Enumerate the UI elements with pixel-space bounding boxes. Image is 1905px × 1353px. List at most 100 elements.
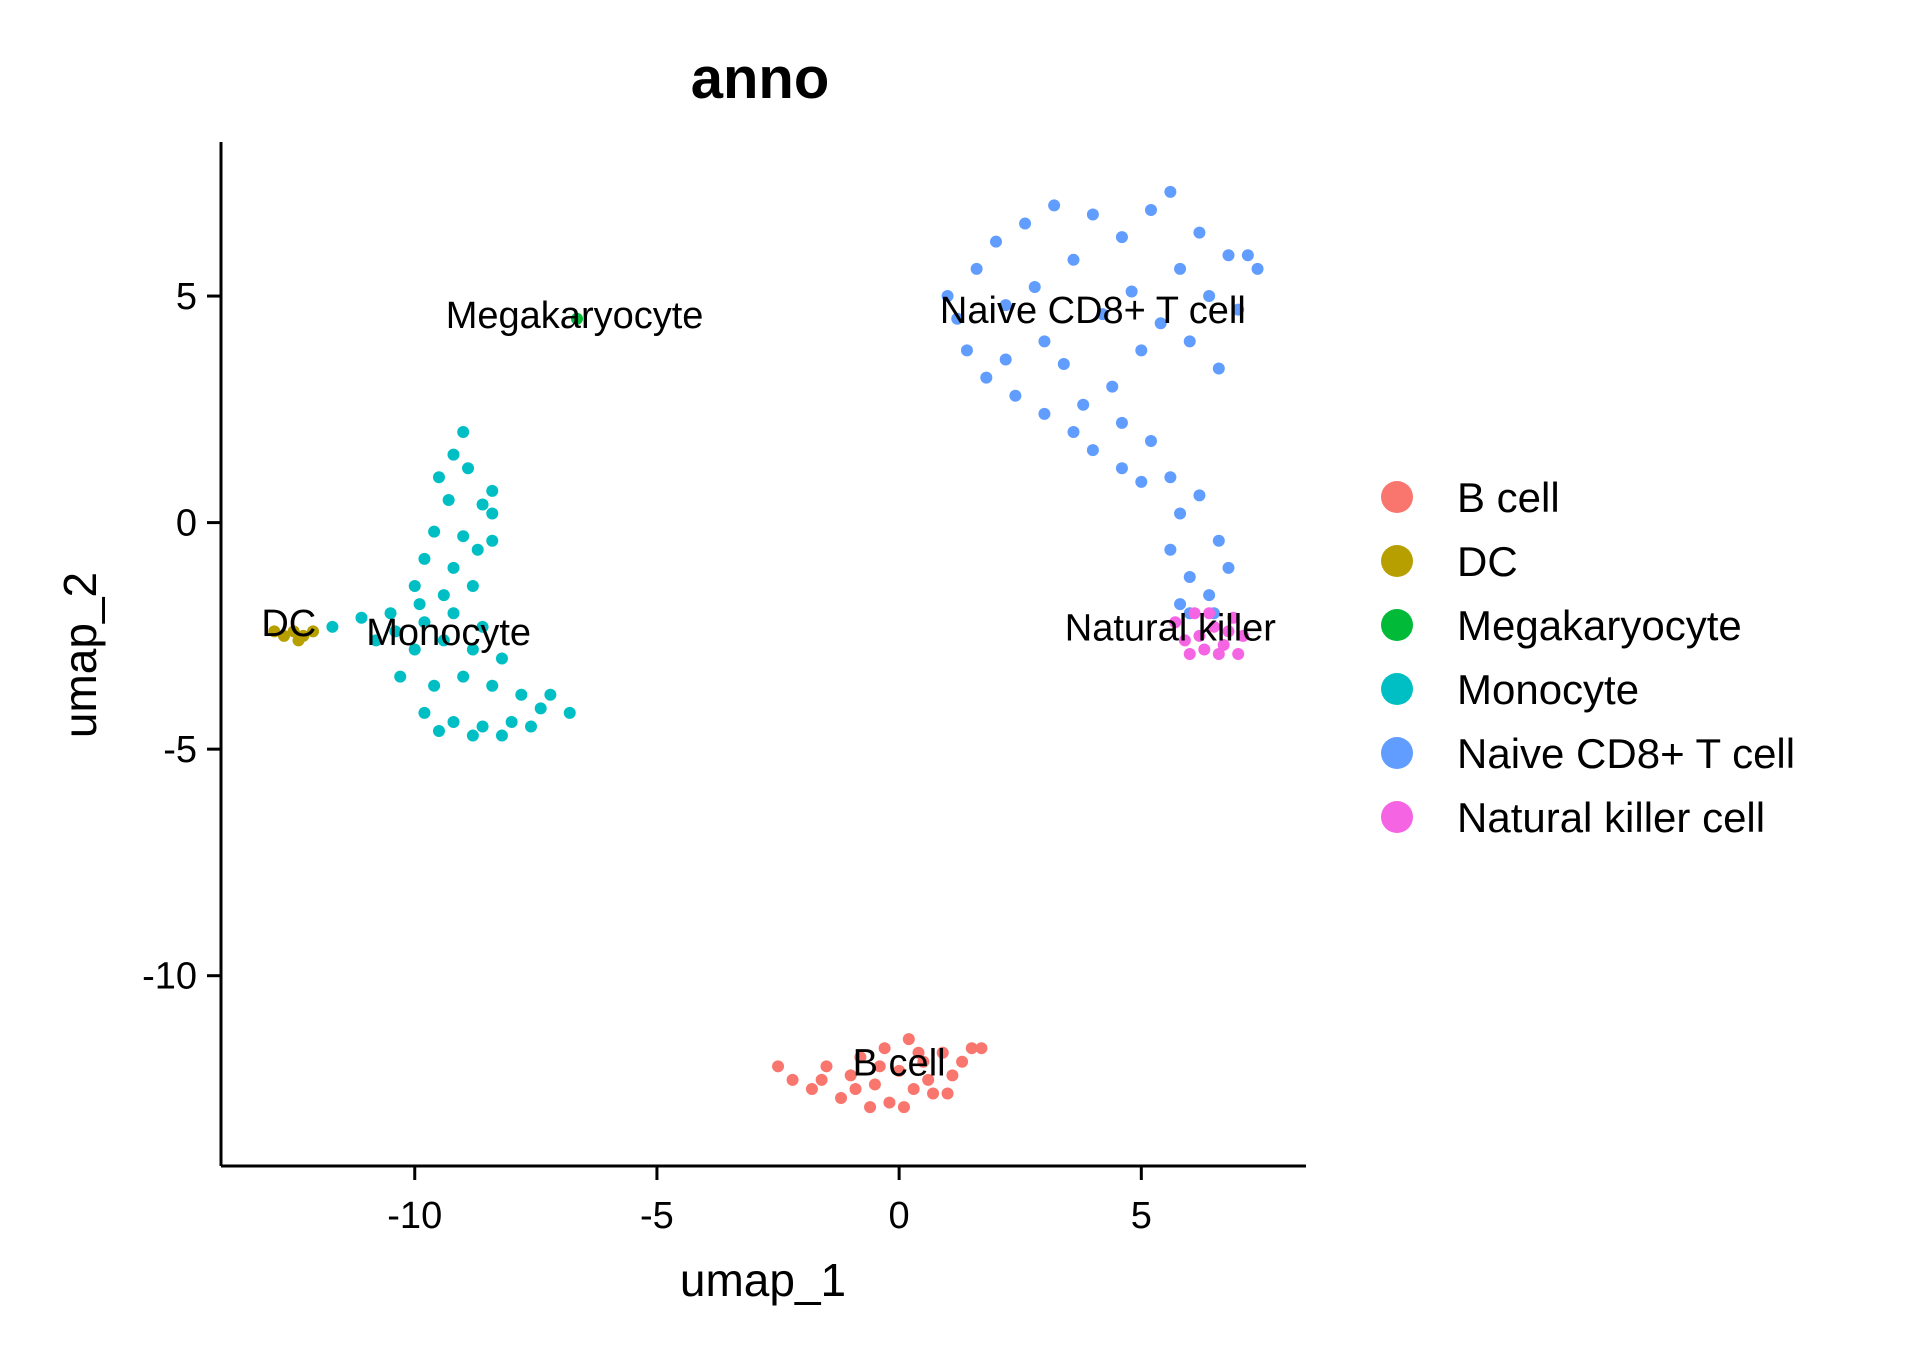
legend-label: Natural killer cell — [1457, 794, 1765, 841]
data-point — [418, 706, 431, 719]
data-point — [389, 625, 402, 638]
legend-swatch — [1381, 609, 1413, 641]
x-tick-label: -10 — [387, 1195, 442, 1237]
data-point — [975, 1042, 988, 1055]
data-point — [1183, 570, 1196, 583]
data-point — [432, 471, 445, 484]
data-point — [563, 706, 576, 719]
data-point — [1164, 185, 1177, 198]
series-dc — [268, 625, 320, 647]
cluster-label: Megakaryocyte — [446, 295, 704, 337]
data-point — [1232, 648, 1245, 660]
data-point — [408, 580, 421, 593]
data-point — [1135, 344, 1148, 357]
data-point — [873, 1060, 886, 1073]
data-point — [1193, 226, 1206, 239]
data-point — [1019, 217, 1032, 230]
data-point — [495, 652, 508, 665]
data-point — [466, 580, 479, 593]
data-point — [476, 720, 489, 733]
data-point — [922, 1073, 935, 1086]
data-point — [1145, 203, 1157, 216]
data-point — [486, 507, 499, 520]
data-point — [1028, 280, 1041, 293]
data-point — [384, 607, 397, 620]
data-point — [1188, 607, 1201, 620]
legend-swatch — [1381, 673, 1413, 705]
data-point — [864, 1101, 877, 1114]
data-point — [466, 643, 479, 656]
data-point — [486, 679, 499, 692]
x-tick-label: 5 — [1131, 1195, 1152, 1237]
data-point — [525, 720, 537, 733]
data-point — [772, 1060, 785, 1073]
data-point — [1251, 262, 1264, 275]
series-natural-killer-cell — [1169, 607, 1250, 660]
data-point — [1169, 616, 1182, 629]
data-point — [457, 670, 470, 683]
data-point — [428, 525, 441, 538]
axes: -10 -5 0 5 -10 -5 0 5 — [142, 142, 1306, 1237]
data-point — [268, 625, 281, 638]
data-point — [1227, 611, 1240, 624]
legend-label: Monocyte — [1457, 666, 1639, 713]
data-point — [835, 1092, 847, 1105]
data-point — [1048, 199, 1061, 212]
data-point — [1178, 634, 1191, 647]
cluster-labels: B cell DC Megakaryocyte Monocyte Naive CD8+ … — [261, 290, 1276, 1084]
legend-swatch — [1381, 737, 1413, 769]
data-point — [1096, 308, 1109, 321]
data-point — [1106, 380, 1119, 393]
data-point — [902, 1033, 915, 1046]
series-b-cell — [772, 1033, 988, 1114]
data-point — [486, 484, 499, 497]
x-axis-title: umap_1 — [680, 1254, 846, 1306]
data-point — [486, 534, 499, 547]
data-point — [544, 688, 557, 701]
series-monocyte — [326, 425, 576, 742]
data-point — [437, 634, 450, 647]
legend-swatch — [1381, 545, 1413, 577]
data-point — [428, 679, 441, 692]
cluster-label: Naive CD8+ T cell — [940, 290, 1246, 332]
data-point — [1086, 208, 1099, 221]
data-point — [495, 729, 508, 742]
data-point — [394, 670, 407, 683]
data-point — [1237, 629, 1250, 642]
data-point — [941, 290, 954, 303]
chart-title: anno — [691, 46, 830, 111]
data-point — [941, 1087, 954, 1100]
legend-label: B cell — [1457, 474, 1560, 521]
series-naive-cd8-t-cell — [941, 185, 1264, 620]
data-point — [515, 688, 528, 701]
data-point — [1203, 607, 1216, 620]
series-megakaryocyte — [571, 312, 584, 325]
legend-label: DC — [1457, 538, 1518, 585]
scatter-points — [268, 185, 1264, 1114]
data-point — [936, 1046, 949, 1059]
data-point — [292, 634, 305, 647]
y-tick-label: -5 — [163, 729, 197, 771]
data-point — [505, 715, 518, 728]
data-point — [457, 530, 470, 543]
data-point — [1125, 285, 1138, 298]
y-ticks: -10 -5 0 5 — [142, 276, 221, 998]
data-point — [805, 1082, 818, 1095]
data-point — [1164, 471, 1177, 484]
data-point — [786, 1073, 799, 1086]
x-ticks: -10 -5 0 5 — [387, 1166, 1152, 1237]
data-point — [1193, 489, 1206, 502]
data-point — [437, 589, 450, 602]
data-point — [1222, 625, 1235, 638]
data-point — [447, 448, 460, 461]
data-point — [897, 1101, 910, 1114]
cluster-label: DC — [261, 603, 316, 645]
data-point — [457, 425, 470, 438]
data-point — [960, 344, 973, 357]
data-point — [1212, 362, 1225, 375]
data-point — [432, 725, 445, 738]
data-point — [447, 561, 460, 574]
legend-label: Megakaryocyte — [1457, 602, 1742, 649]
data-point — [408, 643, 421, 656]
